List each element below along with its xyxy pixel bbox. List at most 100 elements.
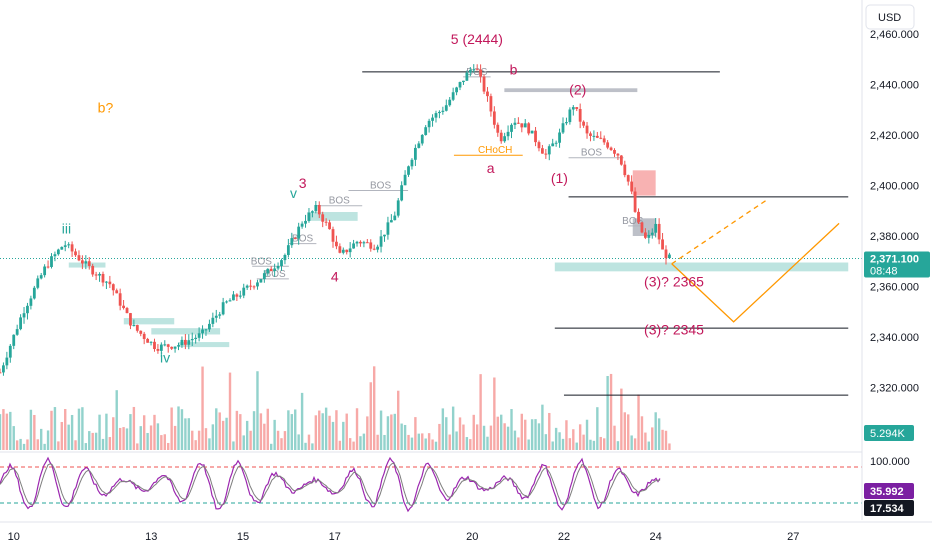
candle-body [310,211,314,213]
volume-bar [500,414,503,450]
volume-bar [74,440,77,450]
volume-bar [390,414,393,450]
volume-bar [386,416,390,450]
volume-bar [46,430,50,450]
volume-bar [263,423,266,450]
candle-body [568,109,572,123]
wave-label: 4 [331,268,339,284]
volume-bar [252,411,256,450]
candle-body [393,215,397,221]
volume-bar [565,420,568,450]
candle-body [201,329,204,334]
wave-label: (3)? 2365 [644,274,704,290]
volume-bar [15,440,19,450]
candle-body [465,72,469,81]
candle-body [122,305,125,309]
volume-bar [421,433,424,450]
volume-bar [410,437,414,450]
candle-body [369,242,373,249]
candle-body [29,298,33,306]
candle-body [482,76,486,92]
volume-bar [64,409,67,450]
volume-bar [379,410,383,450]
candle-body [372,248,376,250]
zone-demand-3 [151,328,221,335]
volume-bar [225,417,228,450]
candle-body [56,249,60,255]
stochastic-k-badge [864,483,914,499]
levels-layer [0,71,862,396]
candle-body [266,268,270,274]
candle-body [341,249,345,253]
candle-body [438,111,441,114]
candle-body [252,286,256,288]
candle-body [613,150,616,154]
candle-body [183,339,187,345]
volume-bar [372,366,376,450]
volume-bar [486,436,489,450]
volume-bar [270,443,273,450]
y-tick-label: 2,320.000 [870,383,919,395]
volume-bar [163,434,166,450]
volume-bar [627,414,630,450]
volume-bar [376,434,379,450]
candle-body [489,96,493,112]
volume-bar [184,418,187,450]
candle-body [12,334,16,346]
candle-body [8,345,12,358]
volume-bar [541,404,544,450]
volume-bar [630,435,633,450]
volume-bar [637,394,640,450]
candle-body [84,261,88,264]
candle-body [159,344,163,351]
volume-bar [362,433,366,450]
volume-bar [232,441,235,450]
candle-body [668,254,671,259]
stochastic-d-badge [864,500,914,516]
volume-bar [84,443,88,450]
candle-body [606,142,610,148]
currency-button[interactable]: USD [865,4,915,30]
candle-body [221,302,225,315]
candle-body [441,110,445,112]
candle-body [647,234,651,238]
candle-body [506,131,510,137]
candle-body [602,138,606,143]
volume-bar [70,414,74,450]
candle-body [448,99,452,106]
volume-bar [493,377,496,450]
volume-bar [551,441,554,450]
candle-body [39,275,43,279]
wave-label: (2) [569,82,586,98]
candle-body [317,204,321,215]
candle-body [657,223,661,240]
volume-bar [369,382,372,450]
volume-bar [67,424,70,450]
candle-body [187,340,191,345]
candle-body [623,164,627,176]
volume-bar [297,434,300,450]
volume-bar [651,427,654,450]
zone-supply-red [632,170,656,196]
bos-label: BOS [581,148,602,159]
volume-bar [311,443,314,450]
wave-label: b? [98,99,114,115]
current-price-value: 2,371.100 [870,253,919,265]
volume-bar [91,432,94,450]
zone-demand-2 [123,318,175,325]
volume-bar [19,438,22,450]
candle-body [125,308,129,314]
candle-body [98,273,101,276]
candle-body [451,92,455,100]
volume-bar [328,415,331,450]
candle-body [111,284,115,291]
candle-body [376,246,380,250]
volume-bar [122,427,125,450]
volume-bar [561,438,565,450]
volume-bar [118,427,122,450]
zone-demand-1 [68,262,106,268]
candle-body [105,281,108,283]
wave-label: v [290,185,297,201]
candle-body [249,285,253,287]
